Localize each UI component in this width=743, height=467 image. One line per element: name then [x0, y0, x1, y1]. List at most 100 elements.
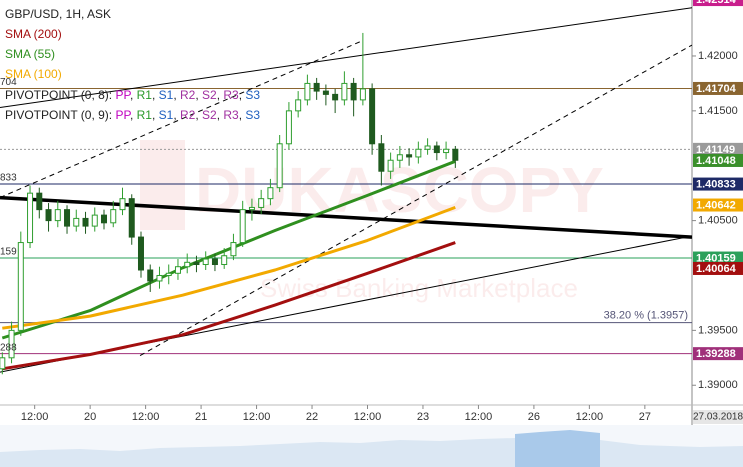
pivot-part: PP [115, 108, 131, 122]
candle-body [202, 258, 209, 266]
pivot-part: S1 [159, 108, 174, 122]
navigator-area [0, 438, 515, 467]
candle-body [304, 82, 311, 101]
candle-body [359, 88, 366, 101]
candle-body [211, 258, 218, 266]
pivot-legend: PIVOTPOINT (0, 9): PP, R1, S1, R2, S2, R… [5, 108, 260, 122]
date-label: 27.03.2018 [693, 412, 743, 423]
pivot-separator: , [239, 108, 246, 122]
candle-body [406, 154, 413, 158]
candle-body [91, 214, 98, 227]
price-tag [693, 251, 743, 265]
candle-body [248, 206, 255, 211]
y-tick-label: 1.39000 [698, 379, 738, 391]
price-tag [693, 177, 743, 191]
y-tick-label: 1.41500 [698, 105, 738, 117]
price-tag-label: 1.42514 [696, 0, 737, 6]
candle-body [156, 274, 163, 282]
candle-body [119, 198, 126, 211]
candle-body [45, 209, 52, 222]
candle-body [147, 269, 154, 282]
price-tag-label: 1.40064 [696, 263, 737, 275]
candle-body [101, 214, 108, 224]
price-tag-label: 1.40159 [696, 252, 736, 264]
price-tag [693, 153, 743, 167]
trendline [0, 7, 692, 109]
pivot-separator: , [195, 88, 202, 102]
candle-body [415, 148, 422, 158]
level-left-label: 288 [0, 342, 17, 353]
pivot-part: R1 [137, 108, 153, 122]
candle-body [387, 159, 394, 172]
candle-body [443, 148, 450, 154]
candle-body [276, 143, 283, 189]
candle-body [174, 266, 181, 274]
candle-body [230, 242, 237, 257]
candle-body [73, 217, 80, 227]
pivot-part: R3 [223, 88, 239, 102]
candle-body [267, 187, 274, 200]
candle-body [184, 261, 191, 268]
pivot-part: R3 [223, 108, 239, 122]
x-tick-label: 12:00 [243, 411, 271, 423]
level-left-label: 159 [0, 247, 17, 258]
plot-area [0, 0, 692, 375]
candle-body [295, 99, 302, 112]
candle-body [378, 143, 385, 172]
price-tag [693, 0, 743, 7]
pivot-separator: , [195, 108, 202, 122]
price-tag [693, 198, 743, 212]
pivot-part: S3 [245, 88, 260, 102]
candle-body [8, 329, 15, 359]
pivot-part: S2 [202, 88, 217, 102]
candle-body [285, 110, 292, 145]
candle-body [258, 198, 265, 208]
price-tag-label: 1.40642 [696, 199, 736, 211]
candle-body [369, 88, 376, 145]
candle-body [221, 255, 228, 266]
pivot-prefix: PIVOTPOINT (0, 9): [5, 108, 115, 122]
y-tick-label: 1.42000 [698, 50, 738, 62]
sma-line [2, 205, 456, 330]
level-left-label: 704 [0, 77, 17, 88]
x-tick-label: 22 [306, 411, 318, 423]
candle-body [239, 209, 246, 244]
price-tag-label: 1.41149 [696, 144, 735, 156]
x-tick-label: 23 [417, 411, 429, 423]
sma-line [1, 159, 456, 340]
candle-body [128, 198, 135, 238]
pivot-part: R2 [180, 88, 196, 102]
candle-body [433, 145, 440, 154]
candle-body [341, 82, 348, 101]
candle-body [137, 236, 144, 271]
watermark-logo [140, 140, 185, 230]
candle-body [110, 209, 117, 224]
pivot-separator: , [173, 108, 180, 122]
pivot-part: S2 [202, 108, 217, 122]
trendline [0, 41, 361, 199]
candle-body [64, 209, 71, 227]
x-tick-label: 27 [639, 411, 651, 423]
candle-body [193, 261, 200, 266]
candle-body [313, 82, 320, 92]
candle-body [17, 242, 24, 331]
candle-body [350, 82, 357, 101]
pivot-part: S1 [159, 88, 174, 102]
x-tick-label: 12:00 [576, 411, 604, 423]
x-tick-label: 20 [84, 411, 96, 423]
candle-body [396, 154, 403, 161]
pivot-part: R2 [180, 108, 196, 122]
watermark-slogan: Swiss Banking Marketplace [260, 273, 578, 303]
watermark: DUKASCOPY Swiss Banking Marketplace [140, 140, 604, 303]
candle-body [165, 272, 172, 276]
legend-entry: SMA (100) [5, 67, 62, 81]
fib-label: 38.20 % (1.3957) [604, 310, 688, 322]
date-label-bg [693, 410, 743, 424]
level-left-label: 833 [0, 173, 17, 184]
candle-body [322, 90, 329, 95]
legend-entry: SMA (200) [5, 27, 62, 41]
candle-body [452, 148, 459, 161]
candle-body [27, 192, 34, 244]
